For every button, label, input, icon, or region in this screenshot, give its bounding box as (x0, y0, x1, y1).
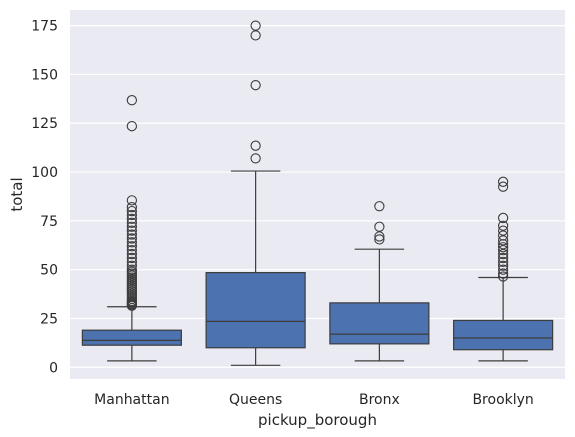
outlier-point (497, 181, 509, 192)
outlier-point (374, 221, 385, 232)
grid-lines (70, 25, 565, 368)
outlier-point (126, 225, 138, 236)
outlier-point (497, 260, 509, 271)
outlier-point (497, 252, 509, 264)
outlier-point (126, 241, 138, 252)
x-tick-label: Manhattan (94, 392, 169, 408)
outlier-point (497, 220, 509, 231)
outlier-point (250, 140, 261, 151)
x-tick-labels: Manhattan Queens Bronx Brooklyn (94, 392, 534, 408)
x-tick-label: Brooklyn (472, 392, 533, 408)
outlier-point (250, 30, 261, 41)
iqr-box (453, 319, 554, 351)
outlier-point (497, 244, 509, 256)
outlier-point (126, 202, 138, 213)
outlier-point (126, 260, 138, 271)
outlier-point (250, 80, 261, 91)
outlier-point (497, 235, 509, 246)
outlier-point (126, 252, 138, 264)
outlier-point (126, 229, 138, 240)
y-axis-title: total (8, 177, 26, 211)
outlier-point (497, 264, 509, 275)
outlier-point (126, 213, 138, 225)
y-tick-label: 125 (31, 116, 58, 132)
y-tick-label: 75 (40, 214, 58, 230)
outlier-point (126, 256, 138, 268)
outlier-point (250, 20, 261, 31)
x-tick-label: Bronx (359, 392, 400, 408)
iqr-box (205, 271, 306, 349)
outlier-point (374, 201, 385, 212)
outlier-point (497, 225, 509, 236)
outlier-point (126, 264, 138, 275)
y-tick-label: 25 (40, 311, 58, 327)
box-brooklyn (453, 176, 554, 362)
outlier-point (374, 234, 385, 245)
outlier-point (497, 268, 509, 279)
outlier-point (126, 95, 138, 106)
outlier-point (497, 176, 509, 187)
outlier-point (497, 256, 509, 268)
outlier-point (126, 209, 138, 221)
y-tick-label: 150 (31, 67, 58, 83)
plot-area (70, 10, 565, 379)
outlier-point (497, 242, 509, 253)
outlier-point (497, 271, 509, 282)
outlier-point (126, 121, 138, 132)
outlier-point (126, 221, 138, 232)
outlier-point (126, 205, 138, 217)
outlier-point (126, 195, 138, 206)
y-tick-label: 50 (40, 263, 58, 279)
outlier-point (126, 248, 138, 260)
y-tick-label: 100 (31, 165, 58, 181)
iqr-box (329, 302, 430, 345)
outlier-point (126, 237, 138, 248)
box-manhattan (81, 95, 182, 362)
outlier-point (126, 233, 138, 244)
x-axis-title: pickup_borough (258, 411, 377, 430)
y-tick-label: 0 (49, 360, 58, 376)
outlier-point (497, 230, 509, 241)
outlier-point (497, 248, 509, 260)
box-bronx (329, 201, 430, 362)
outlier-point (497, 212, 509, 224)
y-tick-label: 175 (31, 19, 58, 35)
outlier-point (126, 217, 138, 228)
outlier-point (374, 231, 385, 242)
box-queens (205, 20, 306, 366)
outlier-point (126, 244, 138, 256)
x-tick-label: Queens (229, 392, 282, 408)
y-tick-labels: 0 25 50 75 100 125 150 175 (31, 19, 58, 377)
outlier-point (250, 153, 261, 164)
iqr-box (81, 329, 182, 346)
boxes-group (81, 20, 554, 366)
